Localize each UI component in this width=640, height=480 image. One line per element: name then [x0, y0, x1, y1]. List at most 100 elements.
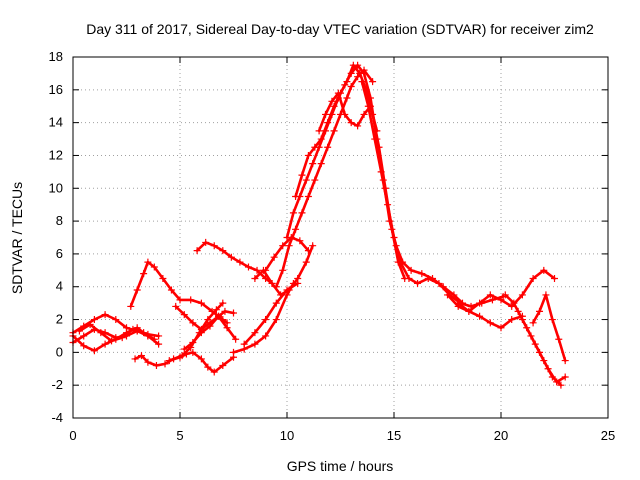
series-trace — [503, 293, 567, 384]
y-tick-label: 4 — [56, 279, 63, 294]
data-point — [508, 316, 516, 324]
y-tick-label: -4 — [51, 410, 63, 425]
data-point — [358, 78, 366, 86]
data-point — [210, 368, 218, 376]
data-point — [262, 332, 270, 340]
data-point — [101, 340, 109, 348]
data-point — [518, 291, 526, 299]
data-point — [193, 247, 201, 255]
data-point — [277, 291, 285, 299]
data-point — [424, 275, 432, 283]
data-point — [150, 335, 158, 343]
data-point — [251, 329, 259, 337]
data-point — [230, 309, 237, 317]
series-trace — [516, 309, 563, 387]
data-point — [356, 69, 364, 77]
y-tick-label: 0 — [56, 344, 63, 359]
data-point — [212, 306, 220, 314]
x-tick-label: 25 — [601, 428, 615, 443]
data-point — [219, 247, 227, 255]
data-point — [285, 242, 293, 250]
data-point — [324, 143, 332, 151]
data-point — [272, 316, 280, 324]
data-point — [221, 307, 229, 315]
data-point — [180, 311, 188, 319]
data-point — [165, 357, 173, 365]
data-point — [488, 296, 496, 304]
series-arc-15 — [272, 66, 377, 291]
data-point — [189, 348, 197, 356]
series-arc-16 — [283, 61, 466, 307]
data-point — [377, 168, 385, 176]
series-arc-21 — [454, 266, 558, 315]
data-point — [268, 279, 276, 287]
series-trace — [174, 305, 237, 341]
data-point — [444, 291, 451, 299]
data-point — [279, 266, 287, 274]
data-point — [542, 291, 550, 299]
data-point — [112, 316, 120, 324]
y-axis-ticks: -4 -2 0 2 4 6 8 10 12 14 16 18 — [49, 49, 608, 425]
data-point — [270, 253, 278, 261]
data-point — [486, 319, 494, 327]
data-point — [486, 291, 494, 299]
series-arc-7 — [165, 348, 237, 376]
data-point — [548, 373, 556, 381]
plot-area — [69, 61, 569, 389]
data-point — [90, 316, 98, 324]
data-point — [435, 279, 443, 287]
data-point — [161, 360, 169, 368]
data-point — [272, 299, 280, 307]
data-point — [330, 102, 338, 110]
data-point — [347, 83, 355, 91]
series-trace — [253, 244, 315, 297]
data-point — [555, 335, 563, 343]
data-point — [230, 348, 237, 356]
data-point — [304, 192, 312, 200]
data-point — [309, 160, 317, 168]
data-point — [369, 78, 377, 86]
x-tick-label: 10 — [280, 428, 294, 443]
data-point — [232, 335, 240, 343]
data-point — [176, 296, 184, 304]
data-point — [133, 286, 141, 294]
data-point — [227, 253, 235, 261]
data-point — [298, 171, 306, 179]
data-point — [304, 151, 312, 159]
data-point — [236, 258, 244, 266]
data-point — [144, 358, 152, 366]
data-point — [289, 209, 297, 217]
series-trace — [531, 293, 567, 362]
data-point — [131, 355, 139, 363]
data-point — [349, 61, 357, 69]
data-point — [414, 279, 422, 287]
data-point — [347, 119, 355, 127]
chart-title: Day 311 of 2017, Sidereal Day-to-day VTE… — [86, 21, 594, 37]
data-point — [315, 127, 323, 135]
data-point — [152, 361, 160, 369]
x-tick-label: 0 — [69, 428, 76, 443]
data-point — [197, 325, 205, 333]
data-point — [311, 176, 319, 184]
x-tick-label: 20 — [494, 428, 508, 443]
data-point — [129, 325, 137, 333]
data-point — [548, 316, 556, 324]
data-point — [97, 329, 105, 337]
data-point — [202, 238, 210, 246]
data-point — [322, 110, 330, 118]
data-point — [304, 247, 312, 255]
data-point — [418, 270, 426, 278]
data-point — [523, 324, 531, 332]
data-point — [341, 110, 349, 118]
data-point — [396, 258, 404, 266]
data-point — [309, 242, 317, 250]
data-point — [343, 94, 351, 102]
data-point — [75, 327, 83, 335]
y-tick-label: 18 — [49, 49, 63, 64]
data-point — [272, 283, 280, 291]
series-arc-10 — [193, 238, 276, 287]
data-point — [251, 340, 259, 348]
data-point — [253, 266, 261, 274]
series-trace — [360, 80, 505, 308]
